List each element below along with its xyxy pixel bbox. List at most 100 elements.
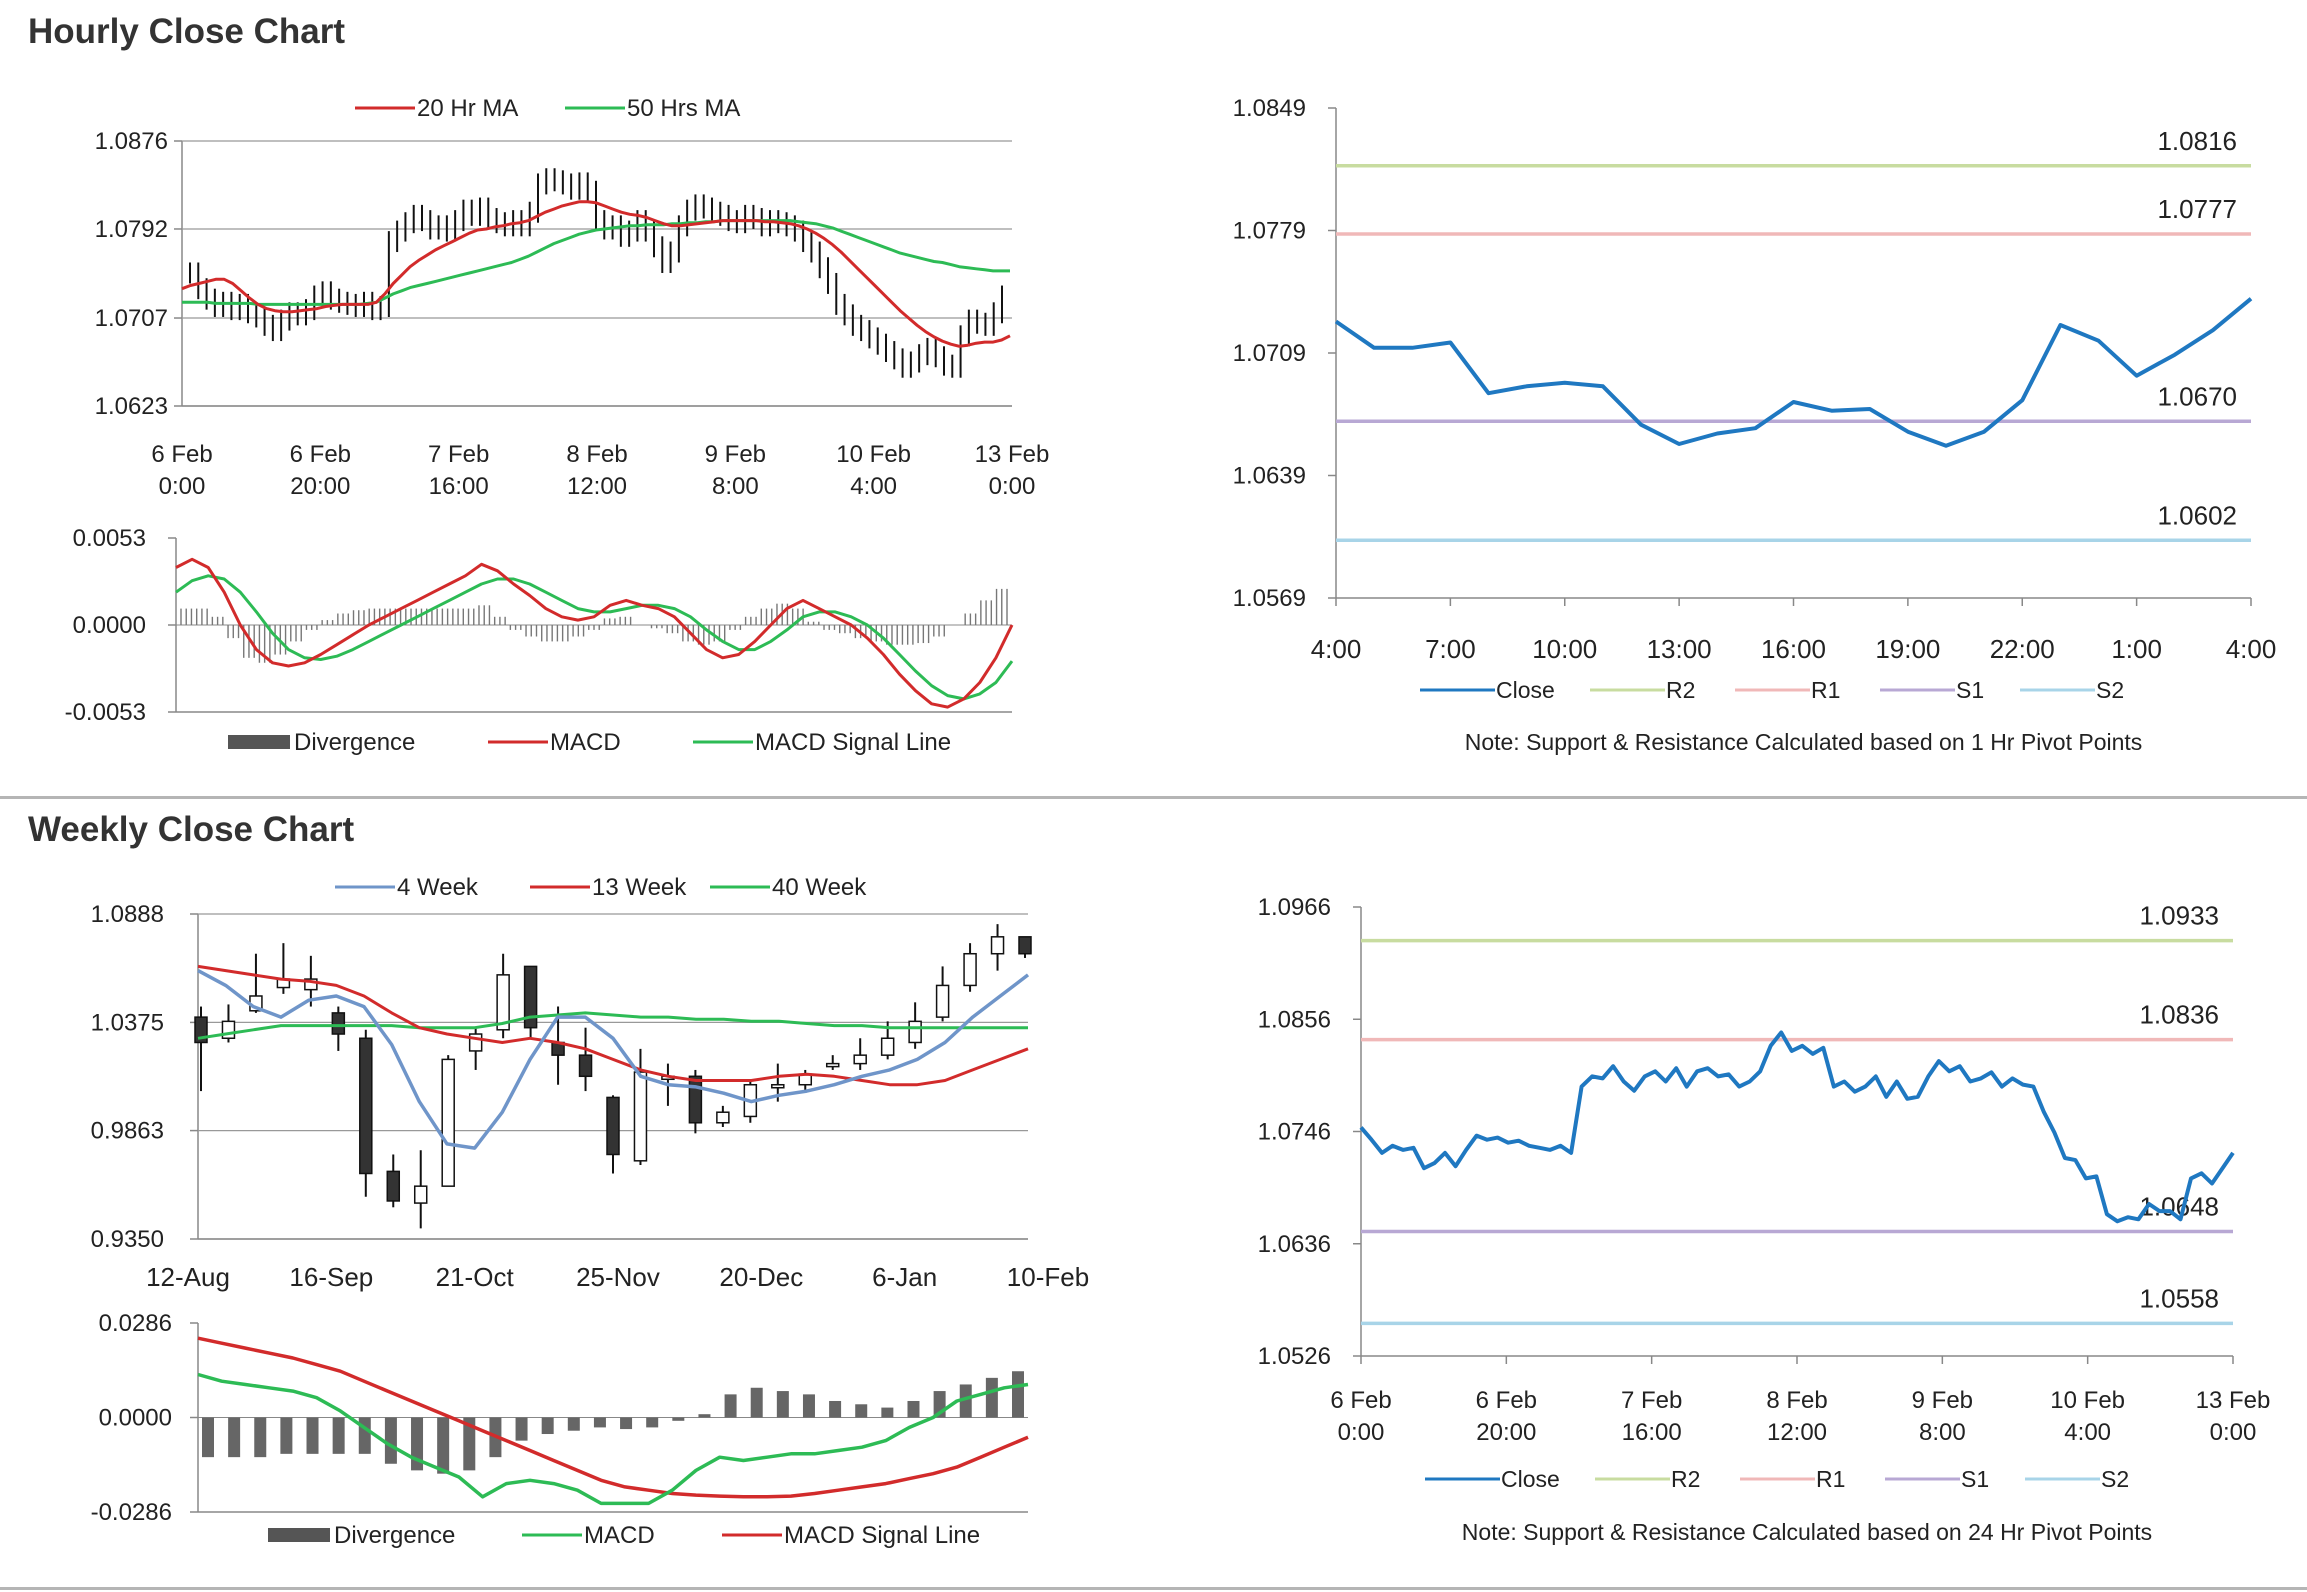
weekly-divergence-bar [567,1417,580,1431]
hourly-price-x-tick-label: 8 Feb [566,441,627,468]
hourly-pivot-y-tick-label: 1.0779 [1233,218,1306,245]
weekly-candle-body [523,965,538,1029]
weekly-pivot-x-tick-label: 6 Feb [1330,1387,1391,1414]
weekly-pivot-x-tick-label: 13 Feb [2196,1387,2271,1414]
weekly-pivot-legend-s2-label: S2 [2101,1466,2129,1492]
hourly-price-x-tick-label: 4:00 [850,473,897,500]
weekly-price-x-tick-label: 12-Aug [146,1262,230,1292]
hourly-price-x-tick-label: 6 Feb [290,441,351,468]
weekly-macd-line [197,1372,1029,1506]
hourly-price-y-tick-label: 1.0707 [95,305,168,332]
weekly-divergence-bar [750,1387,763,1418]
hourly-pivot-x-tick-label: 19:00 [1875,634,1940,664]
weekly-divergence-bar [437,1417,450,1474]
weekly-price-y-tick-label: 0.9863 [91,1118,164,1145]
weekly-candle-body [249,995,263,1012]
weekly-candle-body [771,1083,785,1089]
hourly-macd-line [175,557,1014,709]
weekly-candle-body [990,936,1005,955]
weekly-candle-body [359,1037,373,1175]
weekly-price-x-tick-label: 25-Nov [576,1262,660,1292]
weekly-legend-wk13-label: 13 Week [592,874,687,901]
hourly-price-x-tick-label: 20:00 [290,473,350,500]
weekly-candle-body [633,1071,648,1162]
weekly-price-y-tick-label: 1.0888 [91,901,164,928]
weekly-divergence-bar [489,1417,502,1458]
hourly-pivot-legend-s1-label: S1 [1956,677,1984,703]
weekly-divergence-bar [254,1417,267,1458]
weekly-candle-body [1018,936,1032,955]
weekly-pivot-level-s1-label: 1.0648 [2139,1192,2219,1222]
weekly-macd-divergence [202,1371,1024,1474]
hourly-pivot-y-tick-label: 1.0639 [1233,463,1306,490]
weekly-divergence-bar [202,1417,214,1458]
weekly-legend-wk40-label: 40 Week [772,874,867,901]
weekly-pivot-x-tick-label: 6 Feb [1476,1387,1537,1414]
weekly-divergence-bar [358,1417,371,1454]
weekly-candle-body [908,1020,922,1044]
weekly-divergence-bar [907,1400,920,1418]
weekly-wk13-line [197,964,1029,1087]
weekly-pivot-y-tick-label: 1.0636 [1258,1231,1331,1258]
weekly-candle-body [331,1012,346,1035]
hourly-pivot-note: Note: Support & Resistance Calculated ba… [1465,729,2143,755]
weekly-pivot-legend-s1-label: S1 [1961,1466,1989,1492]
weekly-candle-body [413,1185,428,1204]
hourly-section-title: Hourly Close Chart [28,12,345,51]
hourly-price-x-tick-label: 0:00 [989,473,1036,500]
weekly-price-x-tick-label: 10-Feb [1007,1262,1089,1292]
weekly-candle-body [221,1020,236,1040]
hourly-macd-y-tick-label: -0.0053 [65,699,146,726]
weekly-legend-divergence-swatch [268,1528,330,1542]
hourly-macd-y-tick-label: 0.0053 [73,525,146,552]
hourly-pivot-x-tick-label: 13:00 [1647,634,1712,664]
weekly-candle-body [880,1037,895,1056]
hourly-legend-macd-label: MACD [550,729,621,756]
weekly-divergence-bar [646,1417,659,1428]
weekly-divergence-bar [933,1391,946,1418]
weekly-pivot-legend-r1-label: R1 [1816,1466,1845,1492]
hourly-pivot-y-tick-label: 1.0849 [1233,95,1306,122]
hourly-price-x-tick-label: 8:00 [712,473,759,500]
hourly-price-x-tick-label: 9 Feb [705,441,766,468]
weekly-divergence-bar [593,1417,606,1428]
weekly-wk40-line [197,1011,1028,1040]
hourly-price-x-tick-label: 12:00 [567,473,627,500]
section-divider [0,796,2307,799]
hourly-pivot-level-s2-label: 1.0602 [2157,500,2237,530]
hourly-pivot-x-tick-label: 22:00 [1990,634,2055,664]
weekly-pivot-x-tick-label: 8:00 [1919,1419,1966,1446]
weekly-divergence-bar [776,1391,789,1418]
weekly-pivot-legend-close-label: Close [1501,1466,1560,1492]
weekly-pivot-close-line [1359,1030,2235,1224]
hourly-pivot-level-s1-label: 1.0670 [2157,381,2237,411]
weekly-pivot-y-tick-label: 1.0746 [1258,1119,1331,1146]
hourly-macd-divergence [180,588,1008,663]
hourly-legend-divergence-label: Divergence [294,729,415,756]
weekly-pivot-level-r1-label: 1.0836 [2139,1000,2219,1030]
weekly-divergence-bar [959,1384,972,1418]
weekly-candle-body [743,1083,758,1118]
hourly-pivot-close-line [1334,297,2253,448]
weekly-pivot-level-r2-label: 1.0933 [2139,901,2219,931]
hourly-pivot-x-tick-label: 1:00 [2111,634,2162,664]
weekly-candle-body [853,1054,867,1065]
weekly-pivot-x-tick-label: 9 Feb [1912,1387,1973,1414]
hourly-pivot-x-tick-label: 7:00 [1425,634,1476,664]
weekly-divergence-bar [698,1414,711,1418]
hourly-price-x-tick-label: 7 Feb [428,441,489,468]
weekly-section-title: Weekly Close Chart [28,810,355,849]
weekly-pivot-note: Note: Support & Resistance Calculated ba… [1462,1519,2152,1545]
hourly-price-y-tick-label: 1.0876 [95,128,168,155]
hourly-candles [189,168,1003,378]
weekly-candle-body [606,1096,620,1156]
hourly-price-y-tick-label: 1.0792 [95,216,168,243]
weekly-divergence-bar [802,1394,815,1418]
hourly-pivot-y-tick-label: 1.0709 [1233,340,1306,367]
weekly-candle-body [276,978,291,989]
weekly-divergence-bar [463,1417,476,1471]
weekly-candle-body [468,1033,483,1052]
weekly-legend-signal-label: MACD Signal Line [784,1522,980,1549]
weekly-pivot-x-tick-label: 16:00 [1622,1419,1682,1446]
weekly-divergence-bar [411,1417,424,1471]
